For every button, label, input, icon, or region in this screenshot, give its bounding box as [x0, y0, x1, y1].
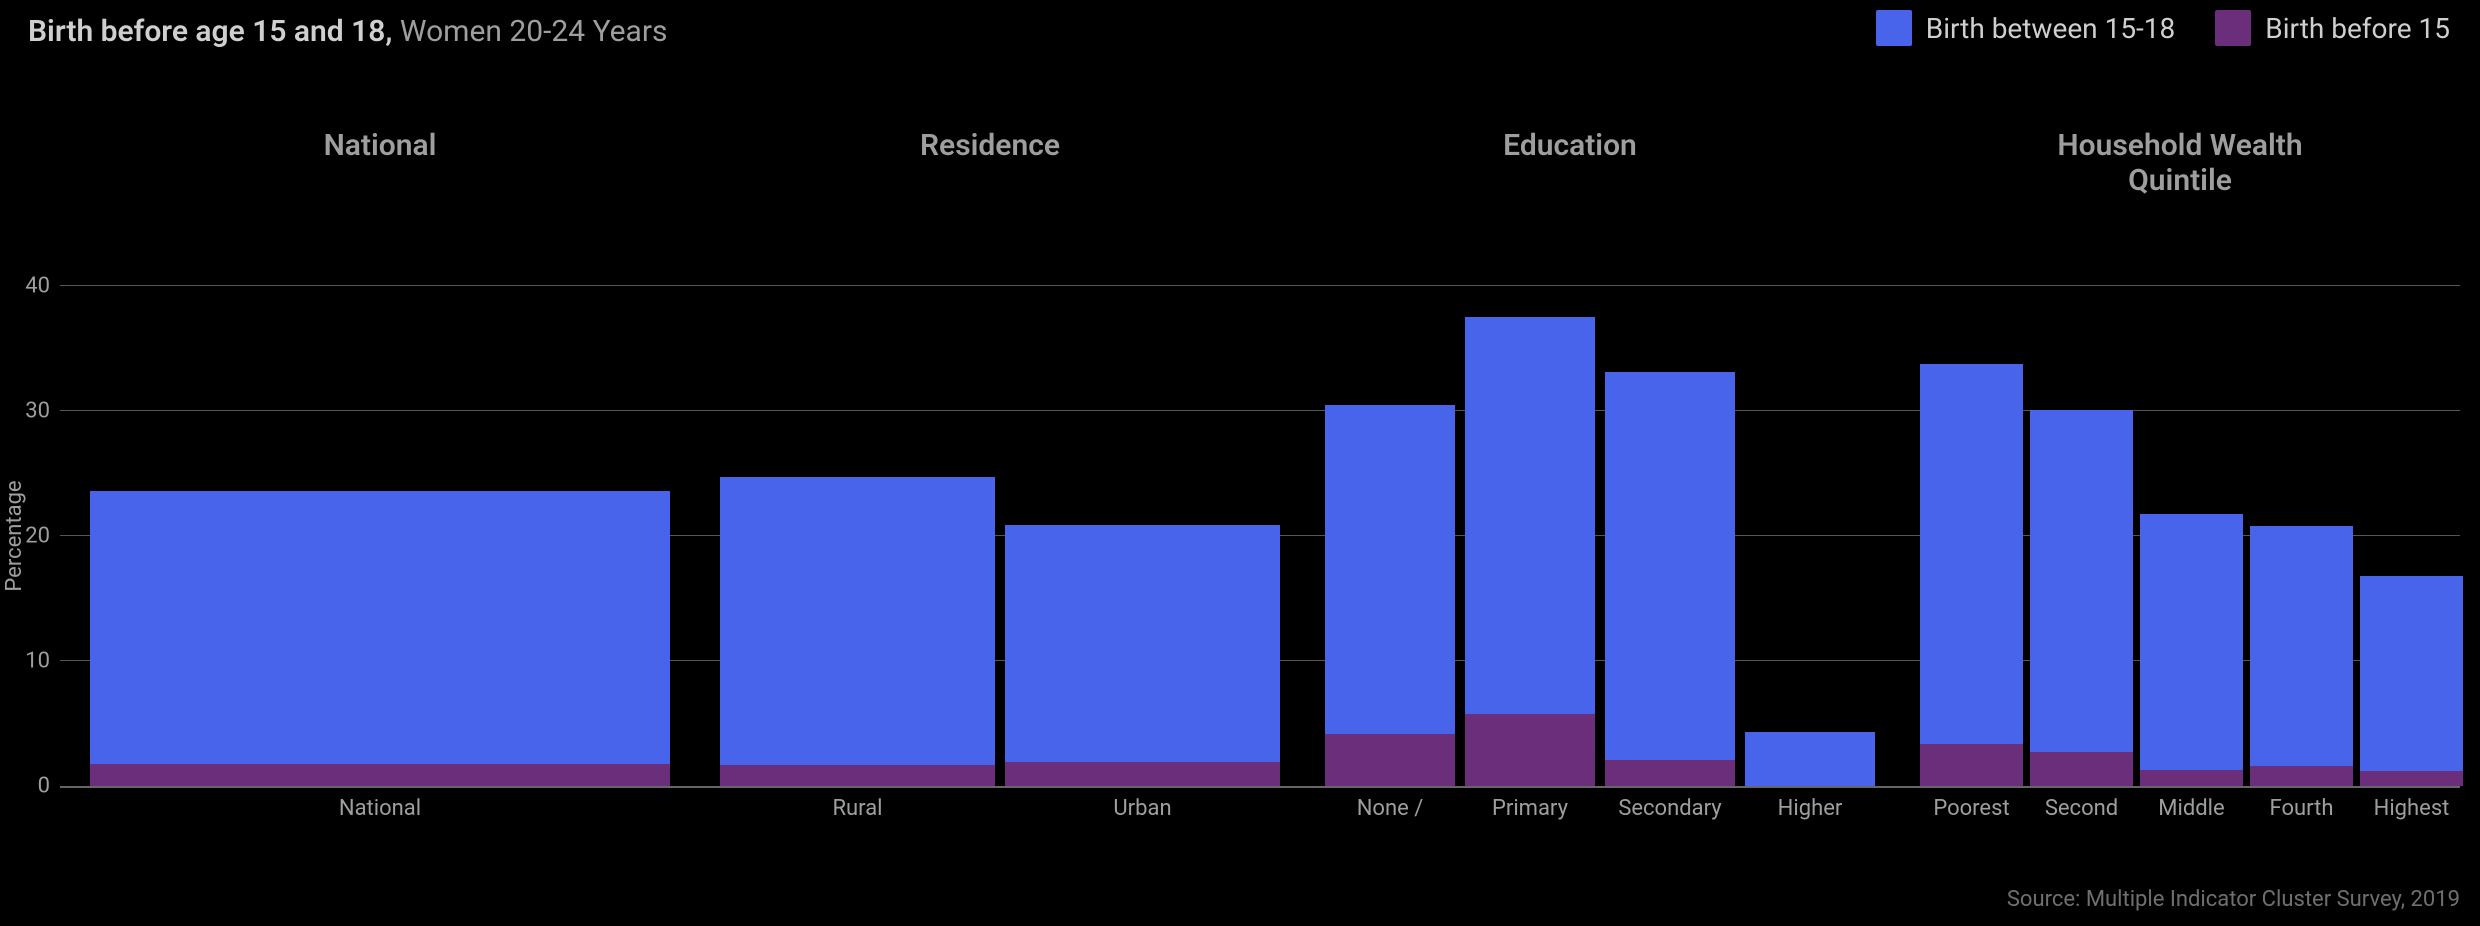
bar-segment-before15 — [2250, 766, 2353, 786]
bar-segment-15-18 — [1745, 732, 1875, 786]
chart-title-bold: Birth before age 15 and 18, — [28, 14, 392, 49]
bar-segment-15-18 — [1325, 405, 1455, 734]
bar — [90, 491, 670, 786]
x-tick-label: Fourth — [2270, 796, 2334, 821]
bar — [1745, 732, 1875, 786]
panel-title: Education — [1503, 128, 1637, 163]
bar — [1325, 405, 1455, 786]
panel-title: Residence — [920, 128, 1060, 163]
bar-segment-15-18 — [2030, 410, 2133, 753]
bar-segment-before15 — [90, 764, 670, 787]
legend-swatch — [1876, 10, 1912, 46]
bar-segment-before15 — [2030, 752, 2133, 786]
bar-segment-before15 — [720, 765, 995, 786]
legend-swatch — [2215, 10, 2251, 46]
bar-segment-before15 — [1605, 760, 1735, 786]
bar-segment-before15 — [1465, 714, 1595, 787]
chart-title: Birth before age 15 and 18, Women 20-24 … — [28, 14, 668, 49]
y-tick-label: 30 — [0, 399, 50, 424]
bar-segment-15-18 — [720, 477, 995, 765]
bar-segment-before15 — [1325, 734, 1455, 787]
bar-segment-15-18 — [2360, 576, 2463, 771]
bar-segment-15-18 — [1005, 525, 1280, 763]
bar-segment-15-18 — [1920, 364, 2023, 744]
bar-segment-15-18 — [2250, 526, 2353, 766]
legend-label: Birth before 15 — [2265, 12, 2450, 45]
legend-item: Birth before 15 — [2215, 10, 2450, 46]
bar-segment-before15 — [1920, 744, 2023, 787]
source-citation: Source: Multiple Indicator Cluster Surve… — [2007, 887, 2460, 912]
bar — [1005, 525, 1280, 786]
y-tick-label: 40 — [0, 274, 50, 299]
x-tick-label: None / — [1357, 796, 1424, 821]
chart-title-light: Women 20-24 Years — [392, 14, 667, 49]
bar-segment-before15 — [1005, 762, 1280, 786]
x-tick-label: Highest — [2374, 796, 2450, 821]
y-tick-label: 10 — [0, 649, 50, 674]
bar — [1920, 364, 2023, 787]
bar — [2140, 514, 2243, 787]
gridline — [60, 285, 2460, 286]
bar-segment-15-18 — [1605, 372, 1735, 760]
plot-area — [60, 286, 2460, 788]
legend: Birth between 15-18 Birth before 15 — [1876, 10, 2450, 46]
bar — [720, 477, 995, 786]
bar-segment-15-18 — [1465, 317, 1595, 713]
x-tick-label: Secondary — [1618, 796, 1721, 821]
legend-item: Birth between 15-18 — [1876, 10, 2176, 46]
x-tick-label: Higher — [1778, 796, 1843, 821]
y-tick-label: 0 — [0, 774, 50, 799]
x-tick-label: Second — [2045, 796, 2118, 821]
bar-segment-15-18 — [2140, 514, 2243, 770]
x-tick-label: Rural — [832, 796, 882, 821]
bar — [2030, 410, 2133, 786]
x-tick-label: Poorest — [1933, 796, 2009, 821]
bar — [2250, 526, 2353, 786]
x-tick-label: Urban — [1113, 796, 1171, 821]
bar-segment-15-18 — [90, 491, 670, 764]
bar-segment-before15 — [2140, 770, 2243, 786]
panel-title: Household Wealth Quintile — [2030, 128, 2330, 198]
x-tick-label: Primary — [1492, 796, 1568, 821]
x-tick-label: Middle — [2158, 796, 2224, 821]
y-tick-label: 20 — [0, 524, 50, 549]
bar — [1465, 317, 1595, 786]
bar-segment-before15 — [2360, 771, 2463, 786]
bar — [1605, 372, 1735, 786]
legend-label: Birth between 15-18 — [1926, 12, 2176, 45]
panel-title: National — [324, 128, 437, 163]
bar — [2360, 576, 2463, 786]
x-tick-label: National — [339, 796, 421, 821]
